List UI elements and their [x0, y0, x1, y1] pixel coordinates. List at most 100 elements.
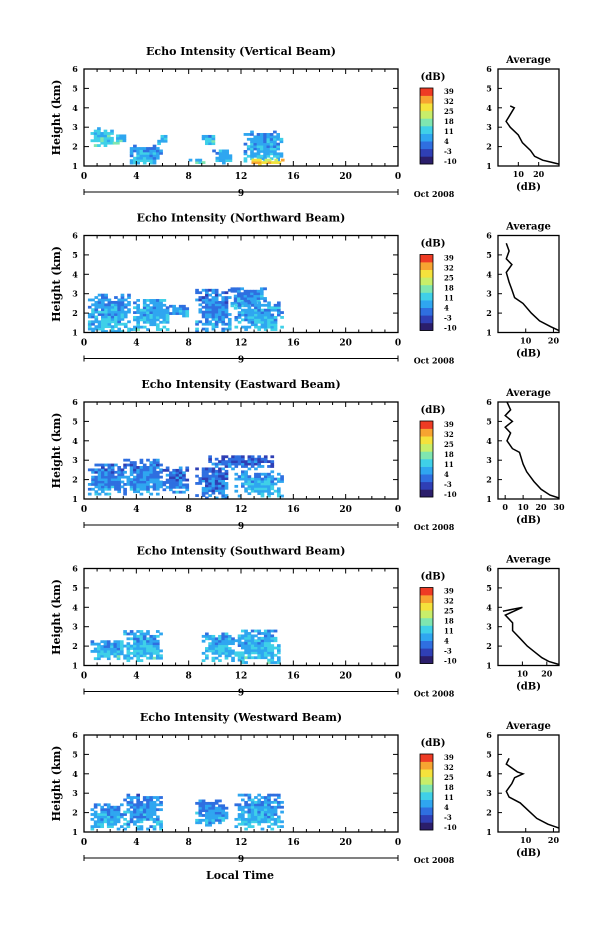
- heatmap-cell: [123, 798, 127, 802]
- heatmap-cell: [114, 322, 118, 326]
- heatmap-cell: [276, 796, 281, 799]
- avg-y-tick-label: 5: [486, 416, 492, 426]
- heatmap-cell: [241, 641, 245, 645]
- heatmap-cell: [114, 303, 118, 307]
- heatmap-cell: [201, 315, 206, 319]
- x-tick-label: 16: [287, 505, 300, 515]
- heatmap-cell: [123, 487, 127, 491]
- heatmap-cell: [273, 639, 278, 643]
- avg-profile-line: [504, 401, 560, 499]
- avg-y-tick-label: 2: [486, 808, 492, 818]
- heatmap-cell: [155, 328, 160, 331]
- heatmap-cell: [267, 800, 271, 804]
- colorbar-swatch: [420, 769, 433, 778]
- heatmap-cell: [129, 820, 134, 824]
- heatmap-cell: [254, 325, 258, 329]
- heatmap-cell: [101, 470, 105, 474]
- heatmap-cell: [267, 492, 271, 496]
- heatmap-cell: [208, 489, 212, 493]
- heatmap-cell: [244, 656, 248, 660]
- heatmap-cell: [221, 486, 226, 490]
- heatmap-cell: [149, 156, 154, 160]
- heatmap-cell: [113, 647, 118, 651]
- x-tick-label: 8: [186, 672, 192, 682]
- heatmap-cell: [107, 315, 112, 319]
- heatmap-cell: [254, 316, 258, 319]
- heatmap-cell: [149, 320, 154, 324]
- colorbar-swatch: [420, 103, 433, 112]
- heatmap-cell: [152, 154, 157, 158]
- heatmap-cell: [152, 301, 157, 305]
- avg-y-tick-label: 4: [486, 769, 492, 779]
- heatmap-cell: [103, 640, 108, 644]
- heatmap-cell: [224, 651, 229, 655]
- heatmap-cell: [270, 636, 275, 640]
- heatmap-cell: [160, 139, 165, 143]
- heatmap-cell: [270, 800, 275, 804]
- heatmap-cell: [224, 484, 229, 488]
- heatmap-cell: [257, 303, 262, 307]
- heatmap-cell: [129, 154, 134, 158]
- heatmap-cell: [152, 149, 157, 153]
- heatmap-cell: [267, 316, 271, 319]
- heatmap-cell: [247, 467, 252, 471]
- colorbar-tick-label: 11: [444, 127, 454, 136]
- heatmap-cell: [211, 651, 216, 655]
- heatmap-cell: [267, 817, 271, 821]
- heatmap-cell: [159, 470, 163, 474]
- heatmap-cell: [208, 814, 212, 817]
- heatmap-cell: [110, 483, 115, 486]
- heatmap-cell: [126, 483, 131, 486]
- heatmap-cell: [208, 801, 212, 805]
- avg-x-tick-label: 10: [520, 835, 532, 845]
- heatmap-cell: [178, 309, 183, 313]
- heatmap-cell: [267, 465, 271, 468]
- heatmap-cell: [182, 471, 186, 475]
- heatmap-cell: [267, 306, 271, 310]
- heatmap-cell: [214, 305, 219, 309]
- heatmap-cell: [110, 300, 115, 304]
- heatmap-cell: [97, 480, 102, 484]
- heatmap-cell: [211, 134, 216, 138]
- heatmap-cell: [224, 637, 229, 641]
- colorbar-tick-label: 32: [444, 597, 454, 606]
- heatmap-cell: [110, 652, 114, 656]
- heatmap-cell: [250, 465, 255, 468]
- heatmap-cell: [243, 133, 248, 136]
- heatmap-cell: [256, 154, 261, 158]
- heatmap-cell: [264, 161, 269, 164]
- heatmap-cell: [234, 484, 239, 488]
- heatmap-cell: [198, 811, 203, 815]
- heatmap-cell: [123, 310, 128, 314]
- heatmap-cell: [87, 298, 92, 302]
- heatmap-cell: [155, 470, 160, 474]
- heatmap-cell: [155, 647, 160, 650]
- heatmap-cell: [214, 296, 219, 299]
- heatmap-cell: [205, 647, 209, 650]
- heatmap-cell: [123, 656, 127, 660]
- heatmap-cell: [146, 466, 150, 469]
- heatmap-cell: [240, 304, 245, 308]
- heatmap-cell: [267, 813, 271, 816]
- heatmap-cell: [267, 639, 271, 643]
- heatmap-cell: [218, 484, 222, 488]
- heatmap-cell: [241, 629, 245, 633]
- heatmap-cell: [172, 473, 176, 477]
- heatmap-cell: [159, 316, 163, 319]
- heatmap-cell: [165, 308, 170, 312]
- heatmap-cell: [142, 483, 147, 486]
- heatmap-cell: [244, 460, 248, 464]
- heatmap-cell: [221, 632, 226, 636]
- heatmap-cell: [253, 137, 258, 141]
- heatmap-cell: [159, 827, 163, 831]
- heatmap-cell: [257, 820, 262, 824]
- heatmap-cell: [116, 649, 121, 653]
- heatmap-cell: [227, 317, 232, 321]
- avg-x-label: (dB): [516, 848, 541, 859]
- heatmap-cell: [136, 654, 140, 658]
- avg-y-tick-label: 1: [486, 827, 492, 837]
- heatmap-cell: [221, 313, 226, 316]
- heatmap-cell: [129, 463, 134, 467]
- heatmap-cell: [257, 320, 262, 324]
- heatmap-cell: [218, 482, 222, 485]
